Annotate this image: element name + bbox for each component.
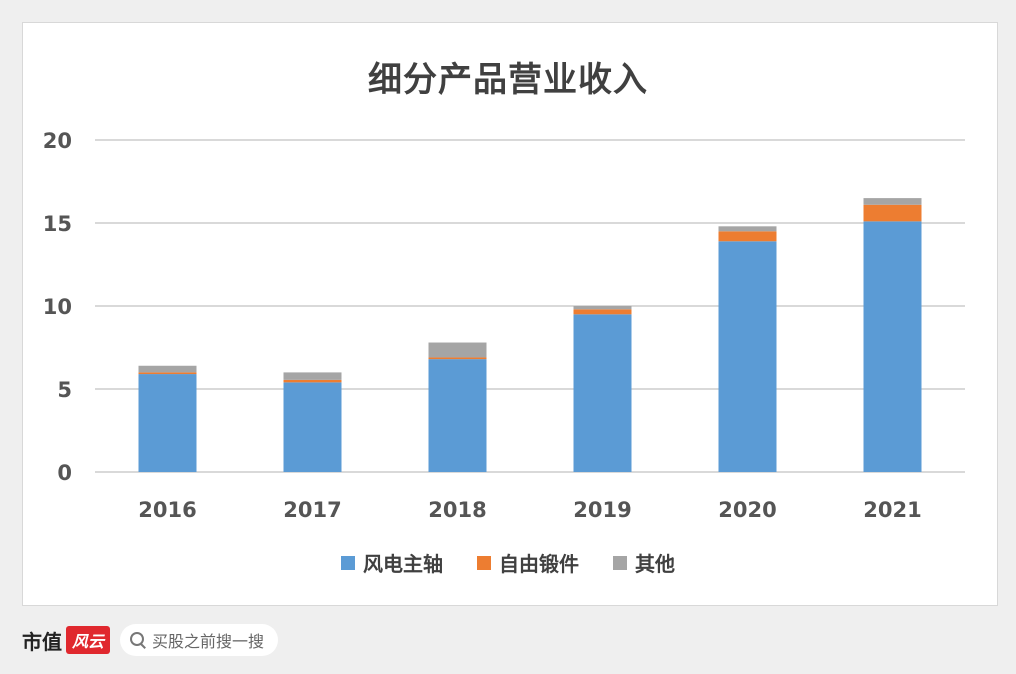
brand-badge: 风云 [66, 626, 111, 654]
bar-2017-series-0 [283, 382, 342, 472]
brand-logo[interactable]: 市值 风云 [22, 626, 111, 655]
x-tick-label-2017: 2017 [283, 498, 341, 522]
x-tick-label-2018: 2018 [428, 498, 486, 522]
grid-layer [95, 139, 965, 473]
search-box[interactable]: 买股之前搜一搜 [120, 624, 279, 656]
y-tick-label-0: 0 [57, 461, 72, 485]
y-tick-label-3: 15 [43, 212, 72, 236]
x-tick-label-2021: 2021 [863, 498, 921, 522]
y-tick-label-2: 10 [43, 295, 72, 319]
bar-2020-series-1 [718, 231, 777, 242]
bar-2019-series-2 [573, 306, 632, 310]
bar-2016-series-2 [138, 365, 197, 373]
legend-item-1: 自由锻件 [477, 548, 579, 577]
bar-2017-series-1 [283, 379, 342, 383]
bar-2019-series-1 [573, 309, 632, 315]
bar-2020-series-0 [718, 241, 777, 472]
x-tick-label-2019: 2019 [573, 498, 631, 522]
y-tick-label-1: 5 [57, 378, 72, 402]
legend-item-0: 风电主轴 [341, 548, 443, 577]
bar-2016-series-0 [138, 374, 197, 472]
bar-2018-series-0 [428, 359, 487, 472]
bar-2021-series-0 [863, 221, 922, 472]
legend-swatch-1 [477, 555, 491, 570]
bar-2021-series-2 [863, 198, 922, 205]
chart-title: 细分产品营业收入 [368, 60, 648, 100]
x-tick-label-2020: 2020 [718, 498, 776, 522]
x-tick-label-2016: 2016 [138, 498, 196, 522]
brand-text: 市值 [22, 629, 62, 654]
bar-2018-series-2 [428, 342, 487, 358]
legend-label-2: 其他 [635, 552, 675, 576]
bar-layer [138, 198, 922, 472]
legend-label-0: 风电主轴 [363, 552, 443, 576]
tick-layer: 0 5 10 15 20 2016 2017 2018 2019 2020 2021 [43, 129, 922, 522]
bar-2016-series-1 [138, 372, 197, 375]
legend: 风电主轴 自由锻件 其他 [0, 548, 1016, 577]
bar-2018-series-1 [428, 357, 487, 360]
bar-2020-series-2 [718, 226, 777, 232]
footer: 市值 风云 买股之前搜一搜 [22, 620, 279, 660]
legend-item-2: 其他 [613, 548, 675, 577]
legend-label-1: 自由锻件 [499, 552, 579, 576]
bar-2019-series-0 [573, 314, 632, 472]
legend-swatch-0 [341, 555, 355, 570]
legend-swatch-2 [613, 555, 627, 570]
y-tick-label-4: 20 [43, 129, 72, 153]
search-icon [130, 632, 146, 648]
search-text: 买股之前搜一搜 [152, 632, 265, 651]
bar-2017-series-2 [283, 372, 342, 380]
bar-2021-series-1 [863, 204, 922, 222]
chart-panel [22, 22, 998, 606]
